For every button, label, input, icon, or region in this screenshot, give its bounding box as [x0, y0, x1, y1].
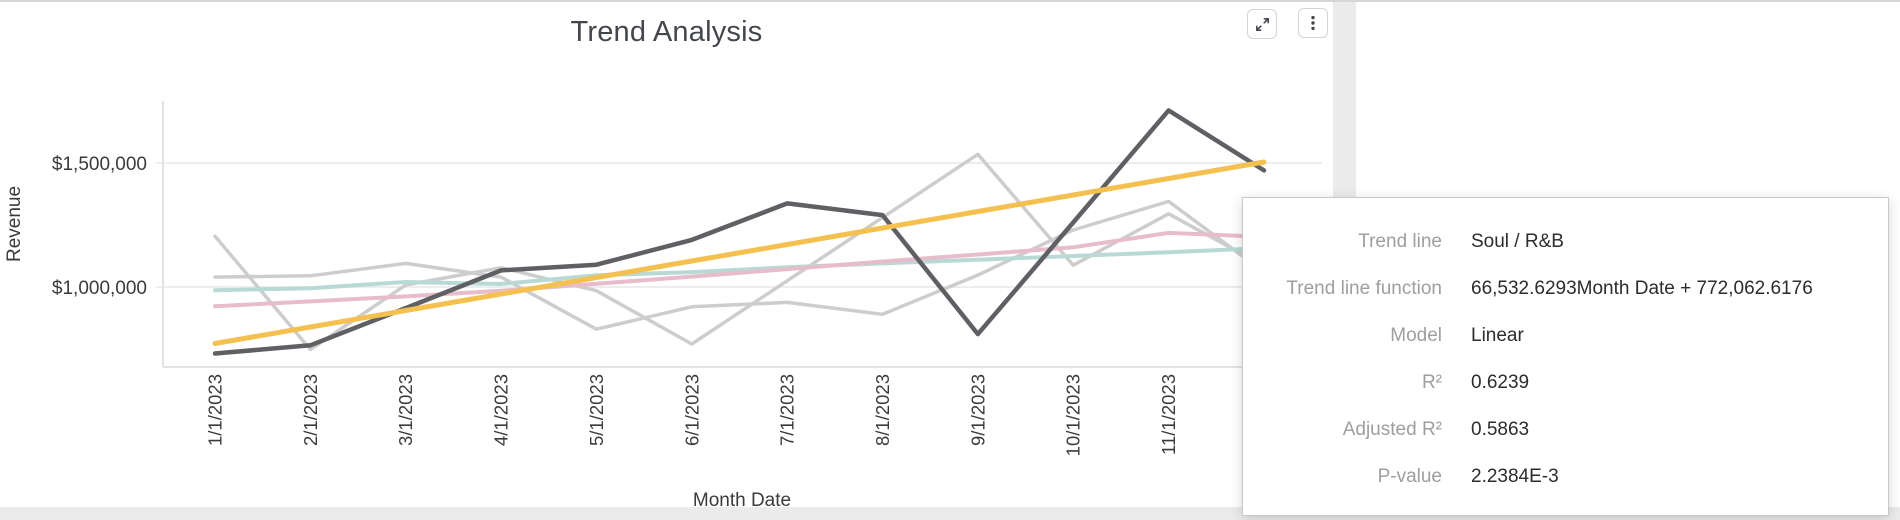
tooltip-row-value: 66,532.6293Month Date + 772,062.6176: [1471, 277, 1813, 299]
tooltip-row-label: Trend line: [1358, 230, 1442, 252]
tooltip-row-value: Soul / R&B: [1471, 230, 1564, 252]
chart-title: Trend Analysis: [570, 16, 763, 48]
tooltip-row-value: 0.6239: [1471, 371, 1530, 393]
series-pink-series[interactable]: [213, 230, 1266, 309]
tooltip-row: Trend line Soul / R&B: [1243, 218, 1888, 265]
x-tick-label: 4/1/2023: [491, 374, 512, 446]
tooltip-row-label: P-value: [1377, 465, 1442, 487]
x-tick-label: 11/1/2023: [1158, 374, 1179, 455]
x-tick-label: 7/1/2023: [777, 374, 798, 446]
series-teal-series[interactable]: [213, 246, 1266, 293]
tooltip-row-label: Model: [1390, 324, 1442, 346]
kebab-menu-icon: [1304, 14, 1322, 32]
tooltip-row-value: Linear: [1471, 324, 1524, 346]
page-top-border: [0, 0, 1900, 2]
x-tick-label: 2/1/2023: [300, 374, 321, 446]
tooltip-row: P-value 2.2384E-3: [1243, 453, 1888, 500]
tooltip-row-value: 0.5863: [1471, 418, 1530, 440]
x-axis-title: Month Date: [693, 490, 791, 507]
more-options-button[interactable]: [1298, 8, 1328, 38]
tooltip-row-value: 2.2384E-3: [1471, 465, 1559, 487]
series-dimmed-series-2: [213, 199, 1266, 331]
x-tick-label: 5/1/2023: [586, 374, 607, 446]
tooltip-row-label: Trend line function: [1286, 277, 1442, 299]
x-tick-label: 9/1/2023: [967, 374, 988, 446]
tooltip-row: Adjusted R² 0.5863: [1243, 406, 1888, 453]
x-tick-label: 3/1/2023: [395, 374, 416, 446]
trendline-tooltip: Trend line Soul / R&B Trend line functio…: [1242, 197, 1889, 516]
expand-icon: [1254, 16, 1271, 33]
chart-card: $1,000,000 $1,500,000 1/1/2023 2/1/2023 3/1/…: [0, 2, 1333, 507]
tooltip-row: R² 0.6239: [1243, 359, 1888, 406]
tooltip-row: Trend line function 66,532.6293Month Dat…: [1243, 265, 1888, 312]
tooltip-row: Model Linear: [1243, 312, 1888, 359]
series-soul-rnb-trend[interactable]: [212, 159, 1267, 346]
y-tick-label: $1,000,000: [52, 278, 147, 299]
x-tick-label: 8/1/2023: [872, 374, 893, 446]
tooltip-row-label: R²: [1421, 371, 1442, 393]
x-tick-label: 10/1/2023: [1063, 374, 1084, 456]
expand-button[interactable]: [1247, 9, 1277, 39]
x-tick-label: 1/1/2023: [205, 374, 226, 446]
trend-chart[interactable]: $1,000,000 $1,500,000 1/1/2023 2/1/2023 3/1/…: [0, 2, 1333, 507]
tooltip-row-label: Adjusted R²: [1342, 418, 1442, 440]
y-tick-label: $1,500,000: [52, 154, 147, 175]
x-tick-label: 6/1/2023: [681, 374, 702, 446]
y-axis-title: Revenue: [4, 186, 25, 262]
